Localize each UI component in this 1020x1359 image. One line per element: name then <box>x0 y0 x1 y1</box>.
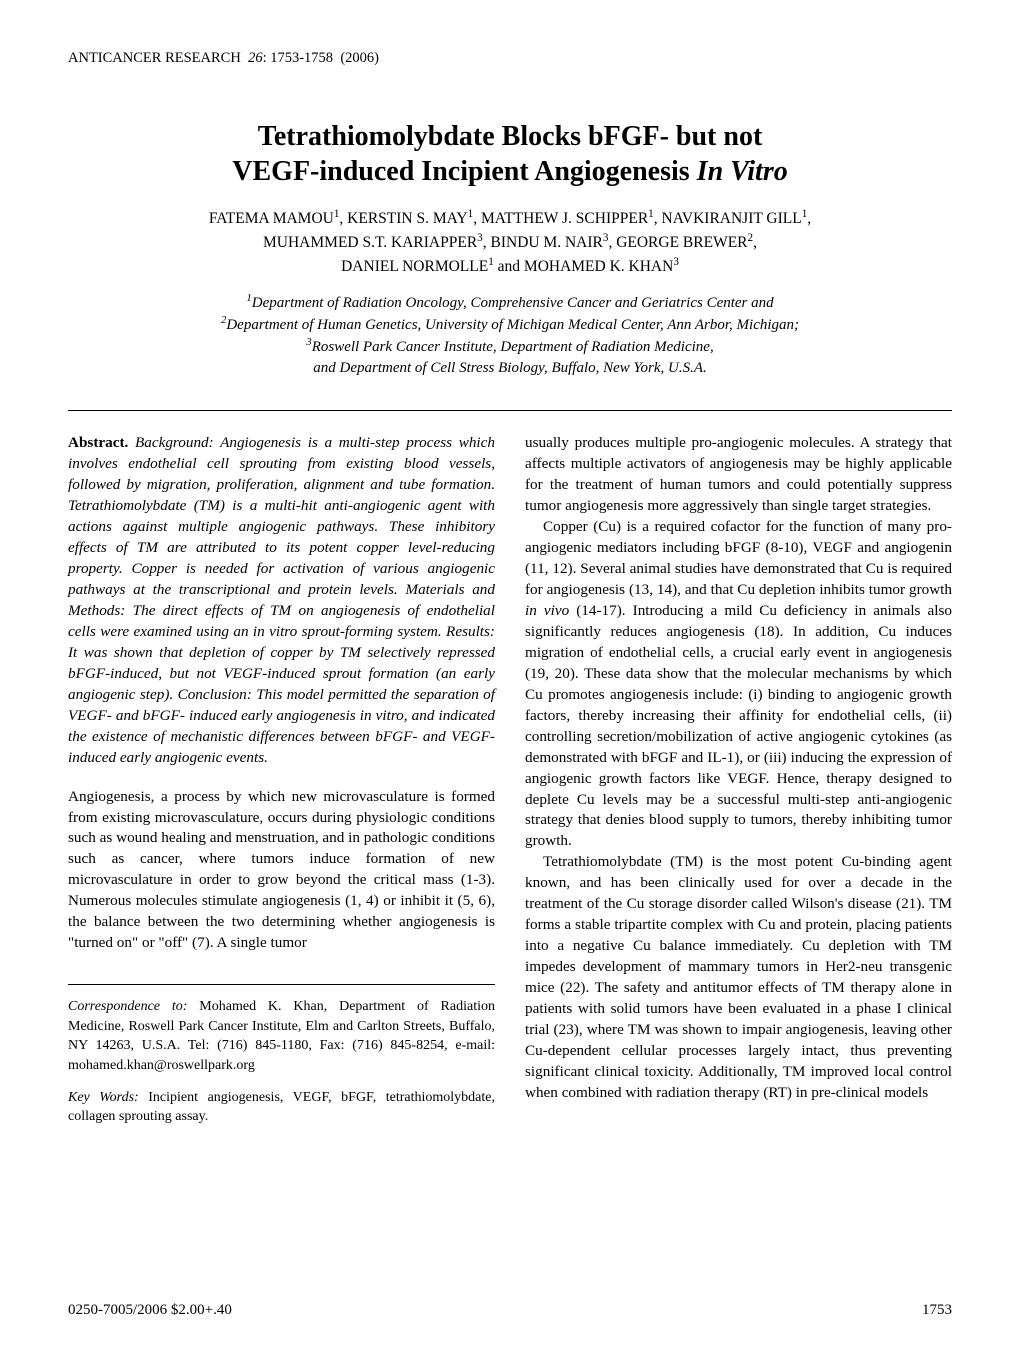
two-column-body: Abstract. Background: Angiogenesis is a … <box>68 433 952 1127</box>
left-column: Abstract. Background: Angiogenesis is a … <box>68 433 495 1127</box>
right-column: usually produces multiple pro-angiogenic… <box>525 433 952 1127</box>
author: DANIEL NORMOLLE <box>341 258 488 275</box>
journal-name: ANTICANCER RESEARCH <box>68 50 241 66</box>
journal-pages: 1753-1758 <box>270 50 333 66</box>
right-paragraph-3: Tetrathiomolybdate (TM) is the most pote… <box>525 852 952 1104</box>
correspondence-divider <box>68 984 495 985</box>
journal-header: ANTICANCER RESEARCH 26: 1753-1758 (2006) <box>68 50 952 67</box>
sep: , <box>753 234 757 251</box>
title-line-1: Tetrathiomolybdate Blocks bFGF- but not <box>258 121 763 152</box>
affiliation-line: Roswell Park Cancer Institute, Departmen… <box>312 339 714 355</box>
author: , NAVKIRANJIT GILL <box>654 210 802 227</box>
journal-volume: 26 <box>248 50 263 66</box>
affiliation-line: Department of Radiation Oncology, Compre… <box>252 295 774 311</box>
correspondence-label: Correspondence to: <box>68 999 187 1014</box>
journal-year: (2006) <box>340 50 379 66</box>
author: , GEORGE BREWER <box>608 234 747 251</box>
author: and MOHAMED K. KHAN <box>494 258 674 275</box>
correspondence: Correspondence to: Mohamed K. Khan, Depa… <box>68 997 495 1075</box>
abstract: Abstract. Background: Angiogenesis is a … <box>68 433 495 769</box>
abstract-body: Background: Angiogenesis is a multi-step… <box>68 434 495 766</box>
title-line-2-italic: In Vitro <box>697 156 788 187</box>
sep: , <box>807 210 811 227</box>
abstract-label: Abstract. <box>68 434 128 451</box>
author: MUHAMMED S.T. KARIAPPER <box>263 234 477 251</box>
keywords: Key Words: Incipient angiogenesis, VEGF,… <box>68 1088 495 1127</box>
author: , KERSTIN S. MAY <box>339 210 467 227</box>
affiliation-line: and Department of Cell Stress Biology, B… <box>313 360 706 376</box>
keywords-label: Key Words: <box>68 1090 139 1105</box>
author: FATEMA MAMOU <box>209 210 334 227</box>
divider <box>68 410 952 411</box>
page-footer: 0250-7005/2006 $2.00+.40 1753 <box>68 1302 952 1319</box>
footer-left: 0250-7005/2006 $2.00+.40 <box>68 1302 232 1319</box>
author: , MATTHEW J. SCHIPPER <box>473 210 648 227</box>
title-line-2: VEGF-induced Incipient Angiogenesis <box>232 156 696 187</box>
paper-title: Tetrathiomolybdate Blocks bFGF- but not … <box>68 119 952 189</box>
title-block: Tetrathiomolybdate Blocks bFGF- but not … <box>68 119 952 380</box>
footer-page-number: 1753 <box>922 1302 952 1319</box>
author-list: FATEMA MAMOU1, KERSTIN S. MAY1, MATTHEW … <box>68 207 952 279</box>
right-paragraph-1: usually produces multiple pro-angiogenic… <box>525 433 952 517</box>
affiliation-line: Department of Human Genetics, University… <box>226 317 799 333</box>
affil-sup: 3 <box>673 256 679 268</box>
affiliations: 1Department of Radiation Oncology, Compr… <box>68 293 952 380</box>
right-paragraph-2: Copper (Cu) is a required cofactor for t… <box>525 517 952 853</box>
intro-paragraph: Angiogenesis, a process by which new mic… <box>68 787 495 955</box>
text-run: (14-17). Introducing a mild Cu deficienc… <box>525 602 952 850</box>
author: , BINDU M. NAIR <box>483 234 603 251</box>
text-italic: in vivo <box>525 602 569 619</box>
text-run: Copper (Cu) is a required cofactor for t… <box>525 518 952 598</box>
